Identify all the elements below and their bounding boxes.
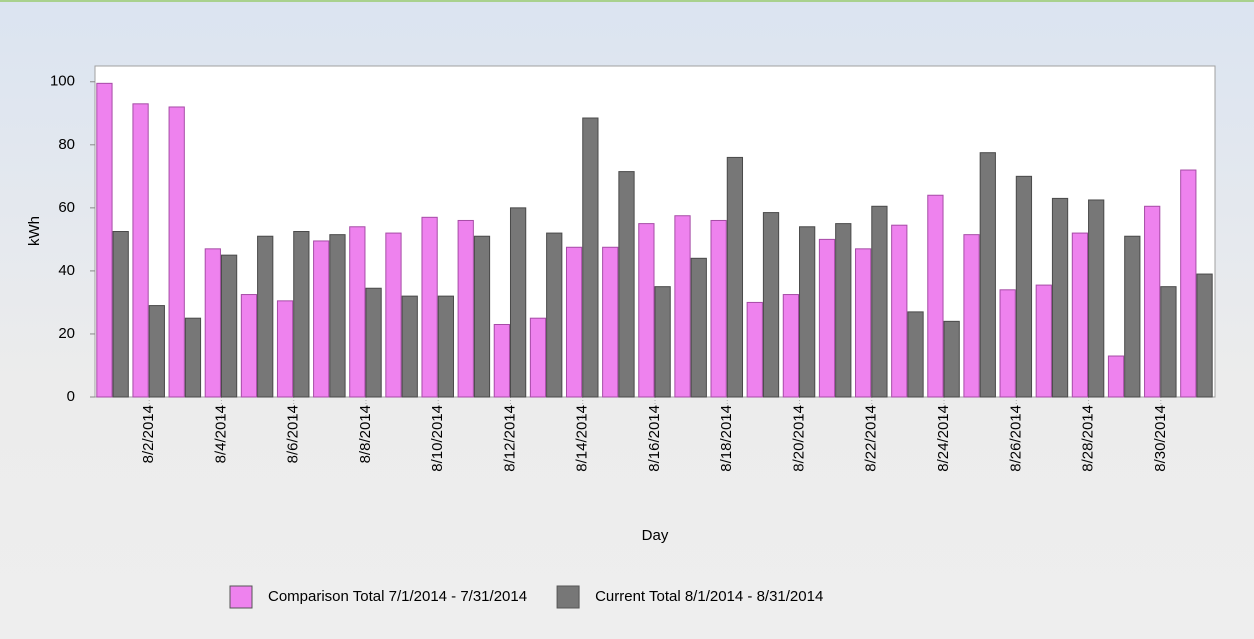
x-tick-label: 8/16/2014: [646, 405, 663, 472]
bar: [782, 294, 800, 398]
bar: [582, 117, 599, 398]
y-tick-label: 20: [58, 325, 75, 342]
bar: [1180, 169, 1197, 398]
bar: [313, 240, 330, 398]
bar: [421, 216, 438, 398]
y-axis-title: kWh: [26, 216, 43, 246]
bar: [168, 106, 185, 398]
bar: [385, 232, 402, 398]
bar: [1015, 175, 1033, 398]
y-tick-label: 0: [67, 388, 75, 405]
y-tick-label: 100: [50, 73, 75, 90]
x-tick-label: 8/4/2014: [212, 405, 229, 463]
bar: [473, 235, 491, 398]
y-tick-label: 60: [58, 199, 75, 216]
bar: [293, 231, 310, 398]
bar: [204, 248, 221, 398]
bar: [927, 194, 944, 398]
bar: [401, 295, 418, 398]
bar: [565, 246, 583, 398]
bar: [746, 301, 763, 398]
bar: [762, 212, 780, 398]
bar: [999, 289, 1016, 398]
bar: [618, 171, 635, 398]
y-tick-label: 80: [58, 136, 75, 153]
bar: [96, 82, 113, 398]
bar: [855, 248, 872, 398]
legend-label: Current Total 8/1/2014 - 8/31/2014: [595, 588, 823, 605]
legend-label: Comparison Total 7/1/2014 - 7/31/2014: [268, 588, 527, 605]
x-tick-label: 8/14/2014: [574, 405, 591, 472]
x-tick-label: 8/12/2014: [501, 405, 518, 472]
x-tick-label: 8/18/2014: [718, 405, 735, 472]
bar: [1107, 355, 1125, 398]
x-tick-label: 8/22/2014: [863, 405, 880, 472]
bar: [132, 103, 149, 398]
bar: [257, 235, 274, 398]
x-tick-label: 8/6/2014: [285, 405, 302, 463]
bar: [638, 223, 655, 398]
bar: [329, 234, 346, 398]
bar: [1051, 197, 1069, 398]
bar: [240, 294, 258, 398]
bar: [818, 238, 836, 398]
bar: [979, 152, 996, 398]
bar: [835, 223, 852, 398]
x-tick-label: 8/8/2014: [357, 405, 374, 463]
x-tick-label: 8/28/2014: [1080, 405, 1097, 472]
bar: [907, 311, 924, 398]
bar: [1160, 286, 1177, 398]
bar: [349, 226, 366, 398]
bar: [1035, 284, 1052, 398]
y-tick-label: 40: [58, 262, 75, 279]
bar: [963, 234, 980, 398]
bar: [1124, 235, 1141, 398]
bar: [710, 219, 727, 398]
bar: [529, 317, 547, 398]
bar: [654, 286, 671, 398]
x-tick-label: 8/20/2014: [790, 405, 807, 472]
x-tick-label: 8/26/2014: [1007, 405, 1024, 472]
x-tick-label: 8/30/2014: [1152, 405, 1169, 472]
bar: [943, 320, 960, 398]
bar: [148, 305, 165, 398]
legend-swatch: [229, 585, 253, 609]
bar: [509, 207, 527, 398]
bar: [602, 246, 619, 398]
bar: [365, 287, 382, 398]
bar: [457, 219, 474, 398]
x-tick-label: 8/2/2014: [140, 405, 157, 463]
bar: [546, 232, 563, 398]
x-axis-title: Day: [642, 527, 669, 544]
bar: [276, 300, 294, 398]
bar: [1071, 232, 1089, 398]
bar: [799, 226, 816, 398]
bar: [1144, 205, 1161, 398]
bar: [891, 224, 908, 398]
bar: [726, 156, 744, 398]
bar: [220, 254, 238, 398]
bar: [1088, 199, 1105, 398]
x-tick-label: 8/24/2014: [935, 405, 952, 472]
bar: [1196, 273, 1213, 398]
x-tick-label: 8/10/2014: [429, 405, 446, 472]
bar: [493, 323, 510, 398]
bar: [674, 215, 691, 398]
bar: [690, 257, 707, 398]
bar: [112, 231, 129, 398]
legend-swatch: [556, 585, 580, 609]
bar: [184, 317, 202, 398]
bar: [437, 295, 454, 398]
bar: [871, 205, 888, 398]
